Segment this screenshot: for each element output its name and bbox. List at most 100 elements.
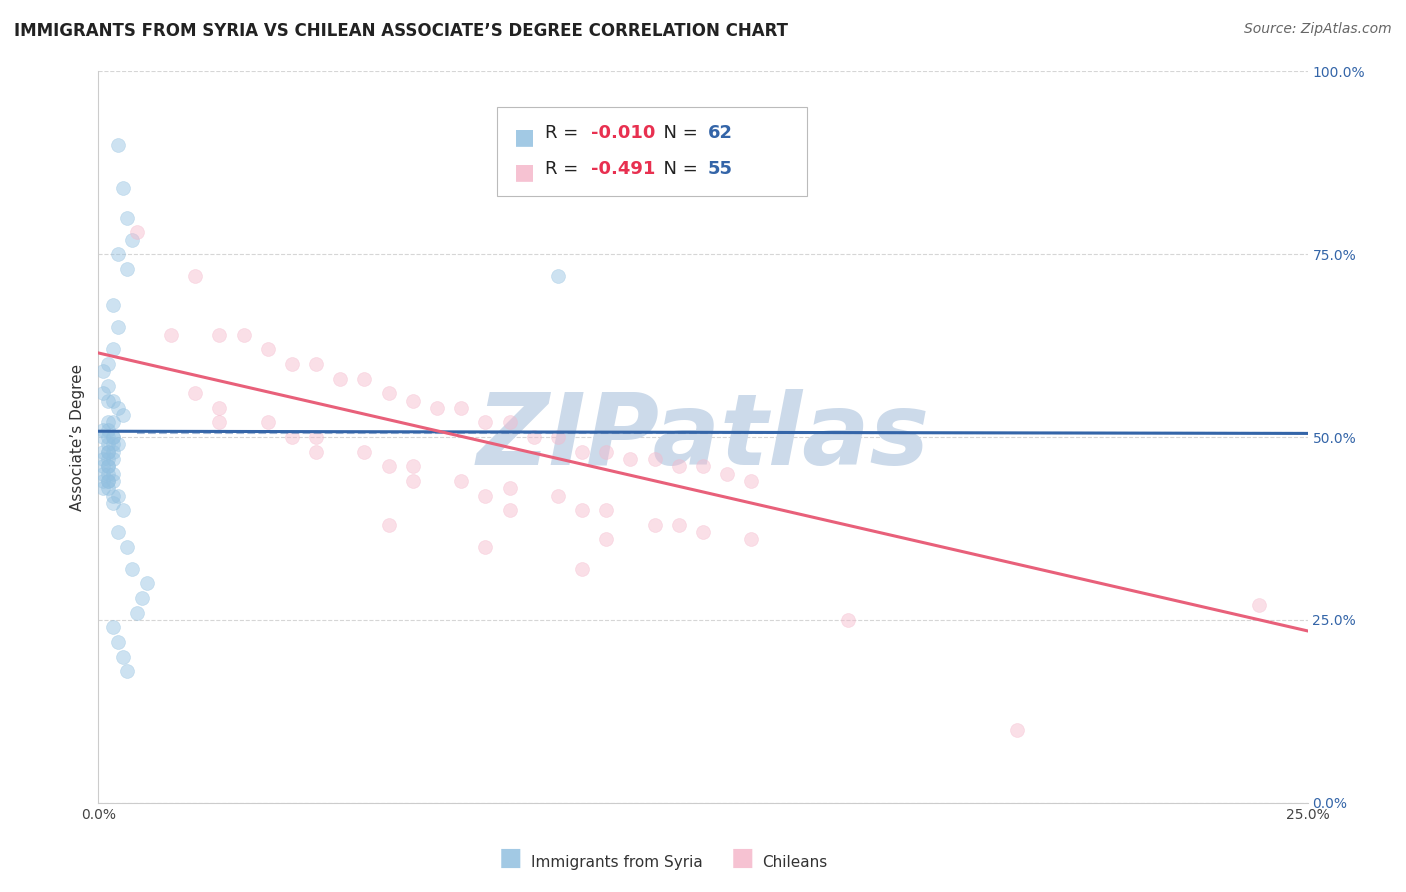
Point [101,620,124,634]
Point [101,452,124,467]
Point [305,430,328,444]
Point [353,444,375,458]
Point [107,320,129,334]
Point [91,386,114,401]
Point [426,401,449,415]
Point [377,517,399,532]
Point [101,416,124,430]
Point [101,437,124,451]
Text: 55: 55 [709,160,733,178]
Point [117,211,139,225]
Point [97,423,120,437]
Point [135,576,157,591]
Point [101,467,124,481]
Point [97,444,120,458]
Point [111,649,134,664]
Point [91,459,114,474]
Point [97,452,120,467]
Point [101,489,124,503]
Point [644,452,666,467]
Point [111,408,134,422]
Point [101,444,124,458]
Point [740,474,762,488]
Text: Chileans: Chileans [762,855,827,870]
Point [101,393,124,408]
Text: ■: ■ [515,127,536,146]
Text: ■: ■ [515,162,536,182]
Point [595,444,617,458]
Point [668,459,690,474]
Point [121,233,143,247]
Point [377,459,399,474]
Text: ZIPatlas: ZIPatlas [477,389,929,485]
Point [91,444,114,458]
Point [498,503,520,517]
Point [329,371,352,385]
Point [837,613,859,627]
Point [571,503,593,517]
Point [208,416,231,430]
Point [101,343,124,357]
Point [571,562,593,576]
Point [740,533,762,547]
Point [547,489,569,503]
Point [498,416,520,430]
Text: Source: ZipAtlas.com: Source: ZipAtlas.com [1244,22,1392,37]
Point [97,416,120,430]
Point [595,503,617,517]
Point [450,401,472,415]
Point [97,379,120,393]
Point [107,635,129,649]
Point [107,525,129,540]
Point [107,437,129,451]
Point [111,503,134,517]
Point [97,474,120,488]
Point [1249,599,1271,613]
Point [474,540,496,554]
Point [305,444,328,458]
Text: N =: N = [652,124,703,142]
Point [91,423,114,437]
Point [97,393,120,408]
Point [91,467,114,481]
Point [232,327,254,342]
Point [107,401,129,415]
Point [402,393,425,408]
Text: R =: R = [546,160,583,178]
Y-axis label: Associate’s Degree: Associate’s Degree [70,364,86,510]
Point [716,467,738,481]
Point [305,357,328,371]
Text: R =: R = [546,124,583,142]
Point [97,430,120,444]
Point [97,474,120,488]
Point [131,591,153,605]
Point [91,474,114,488]
Point [117,540,139,554]
Point [474,416,496,430]
Point [402,474,425,488]
Point [91,452,114,467]
Point [692,525,714,540]
Point [208,401,231,415]
Point [101,474,124,488]
Text: -0.491: -0.491 [592,160,655,178]
Point [353,371,375,385]
Point [97,459,120,474]
Point [97,467,120,481]
Point [547,269,569,284]
Text: Immigrants from Syria: Immigrants from Syria [531,855,703,870]
Point [256,416,278,430]
Point [121,562,143,576]
Point [97,437,120,451]
Point [127,225,149,239]
Point [107,489,129,503]
Point [571,444,593,458]
Point [111,181,134,195]
Point [184,386,207,401]
Point [91,430,114,444]
Point [101,430,124,444]
Point [101,430,124,444]
Point [127,606,149,620]
Point [644,517,666,532]
Point [668,517,690,532]
